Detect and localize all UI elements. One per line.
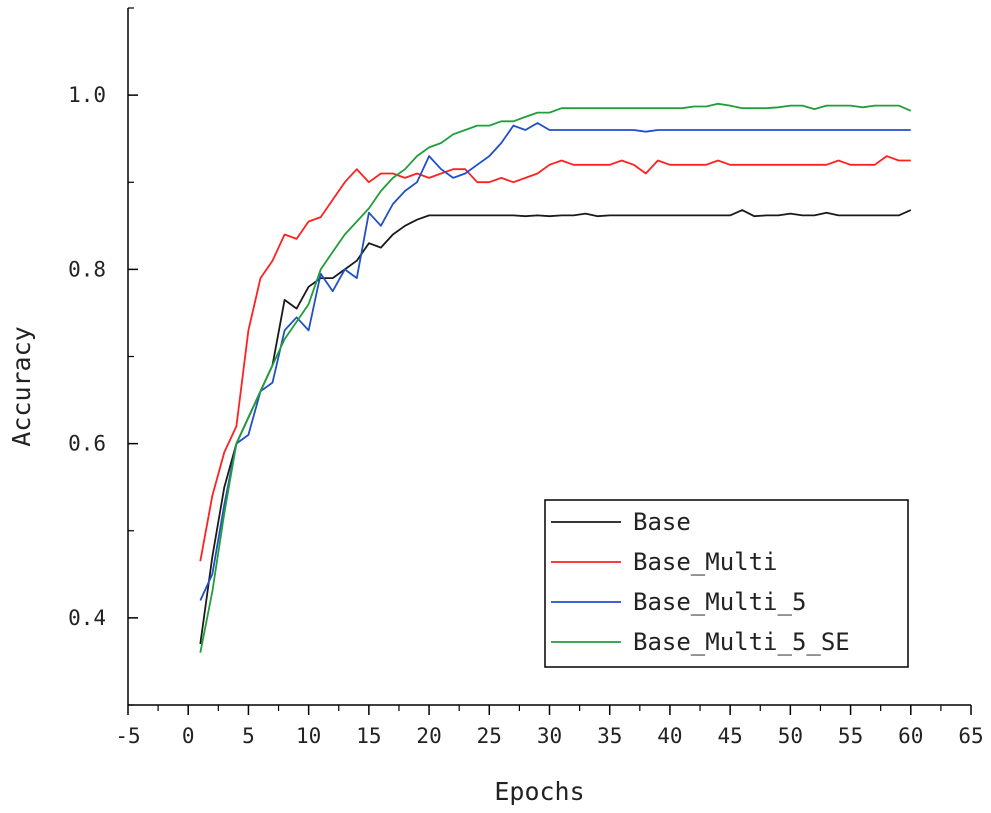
legend-label: Base_Multi_5_SE [633, 628, 850, 656]
x-tick-label: 20 [416, 724, 441, 748]
x-axis-title: Epochs [494, 777, 584, 806]
y-tick-label: 0.6 [68, 432, 106, 456]
x-tick-label: 0 [182, 724, 195, 748]
legend-label: Base [633, 508, 691, 536]
x-tick-label: 10 [296, 724, 321, 748]
x-tick-label: 40 [657, 724, 682, 748]
legend-label: Base_Multi_5 [633, 588, 806, 616]
x-tick-label: -5 [115, 724, 140, 748]
y-tick-label: 0.8 [68, 257, 106, 281]
legend: Base Base_Multi Base_Multi_5 Base_Multi_5_S… [544, 499, 909, 668]
x-tick-label: 5 [242, 724, 255, 748]
series-line-base-multi [199, 155, 911, 562]
x-tick-label: 60 [898, 724, 923, 748]
x-tick-label: 55 [838, 724, 863, 748]
y-axis-title: Accuracy [7, 326, 36, 446]
x-tick-label: 65 [958, 724, 983, 748]
x-tick-label: 50 [778, 724, 803, 748]
x-tick-label: 15 [356, 724, 381, 748]
x-tick-label: 35 [597, 724, 622, 748]
series-line-base-multi-5-se [199, 102, 912, 653]
series-line-base-multi-5 [199, 122, 911, 601]
legend-box [544, 499, 909, 668]
x-tick-label: 25 [477, 724, 502, 748]
x-axis: -5 0 5 10 15 20 25 30 35 40 45 50 55 60 65 [115, 704, 984, 748]
series-lines [199, 102, 912, 653]
x-tick-label: 45 [717, 724, 742, 748]
x-tick-label: 30 [537, 724, 562, 748]
legend-label: Base_Multi [633, 548, 778, 576]
y-axis: 0.4 0.6 0.8 1.0 [68, 7, 138, 706]
y-tick-label: 1.0 [68, 83, 106, 107]
y-tick-label: 0.4 [68, 606, 106, 630]
